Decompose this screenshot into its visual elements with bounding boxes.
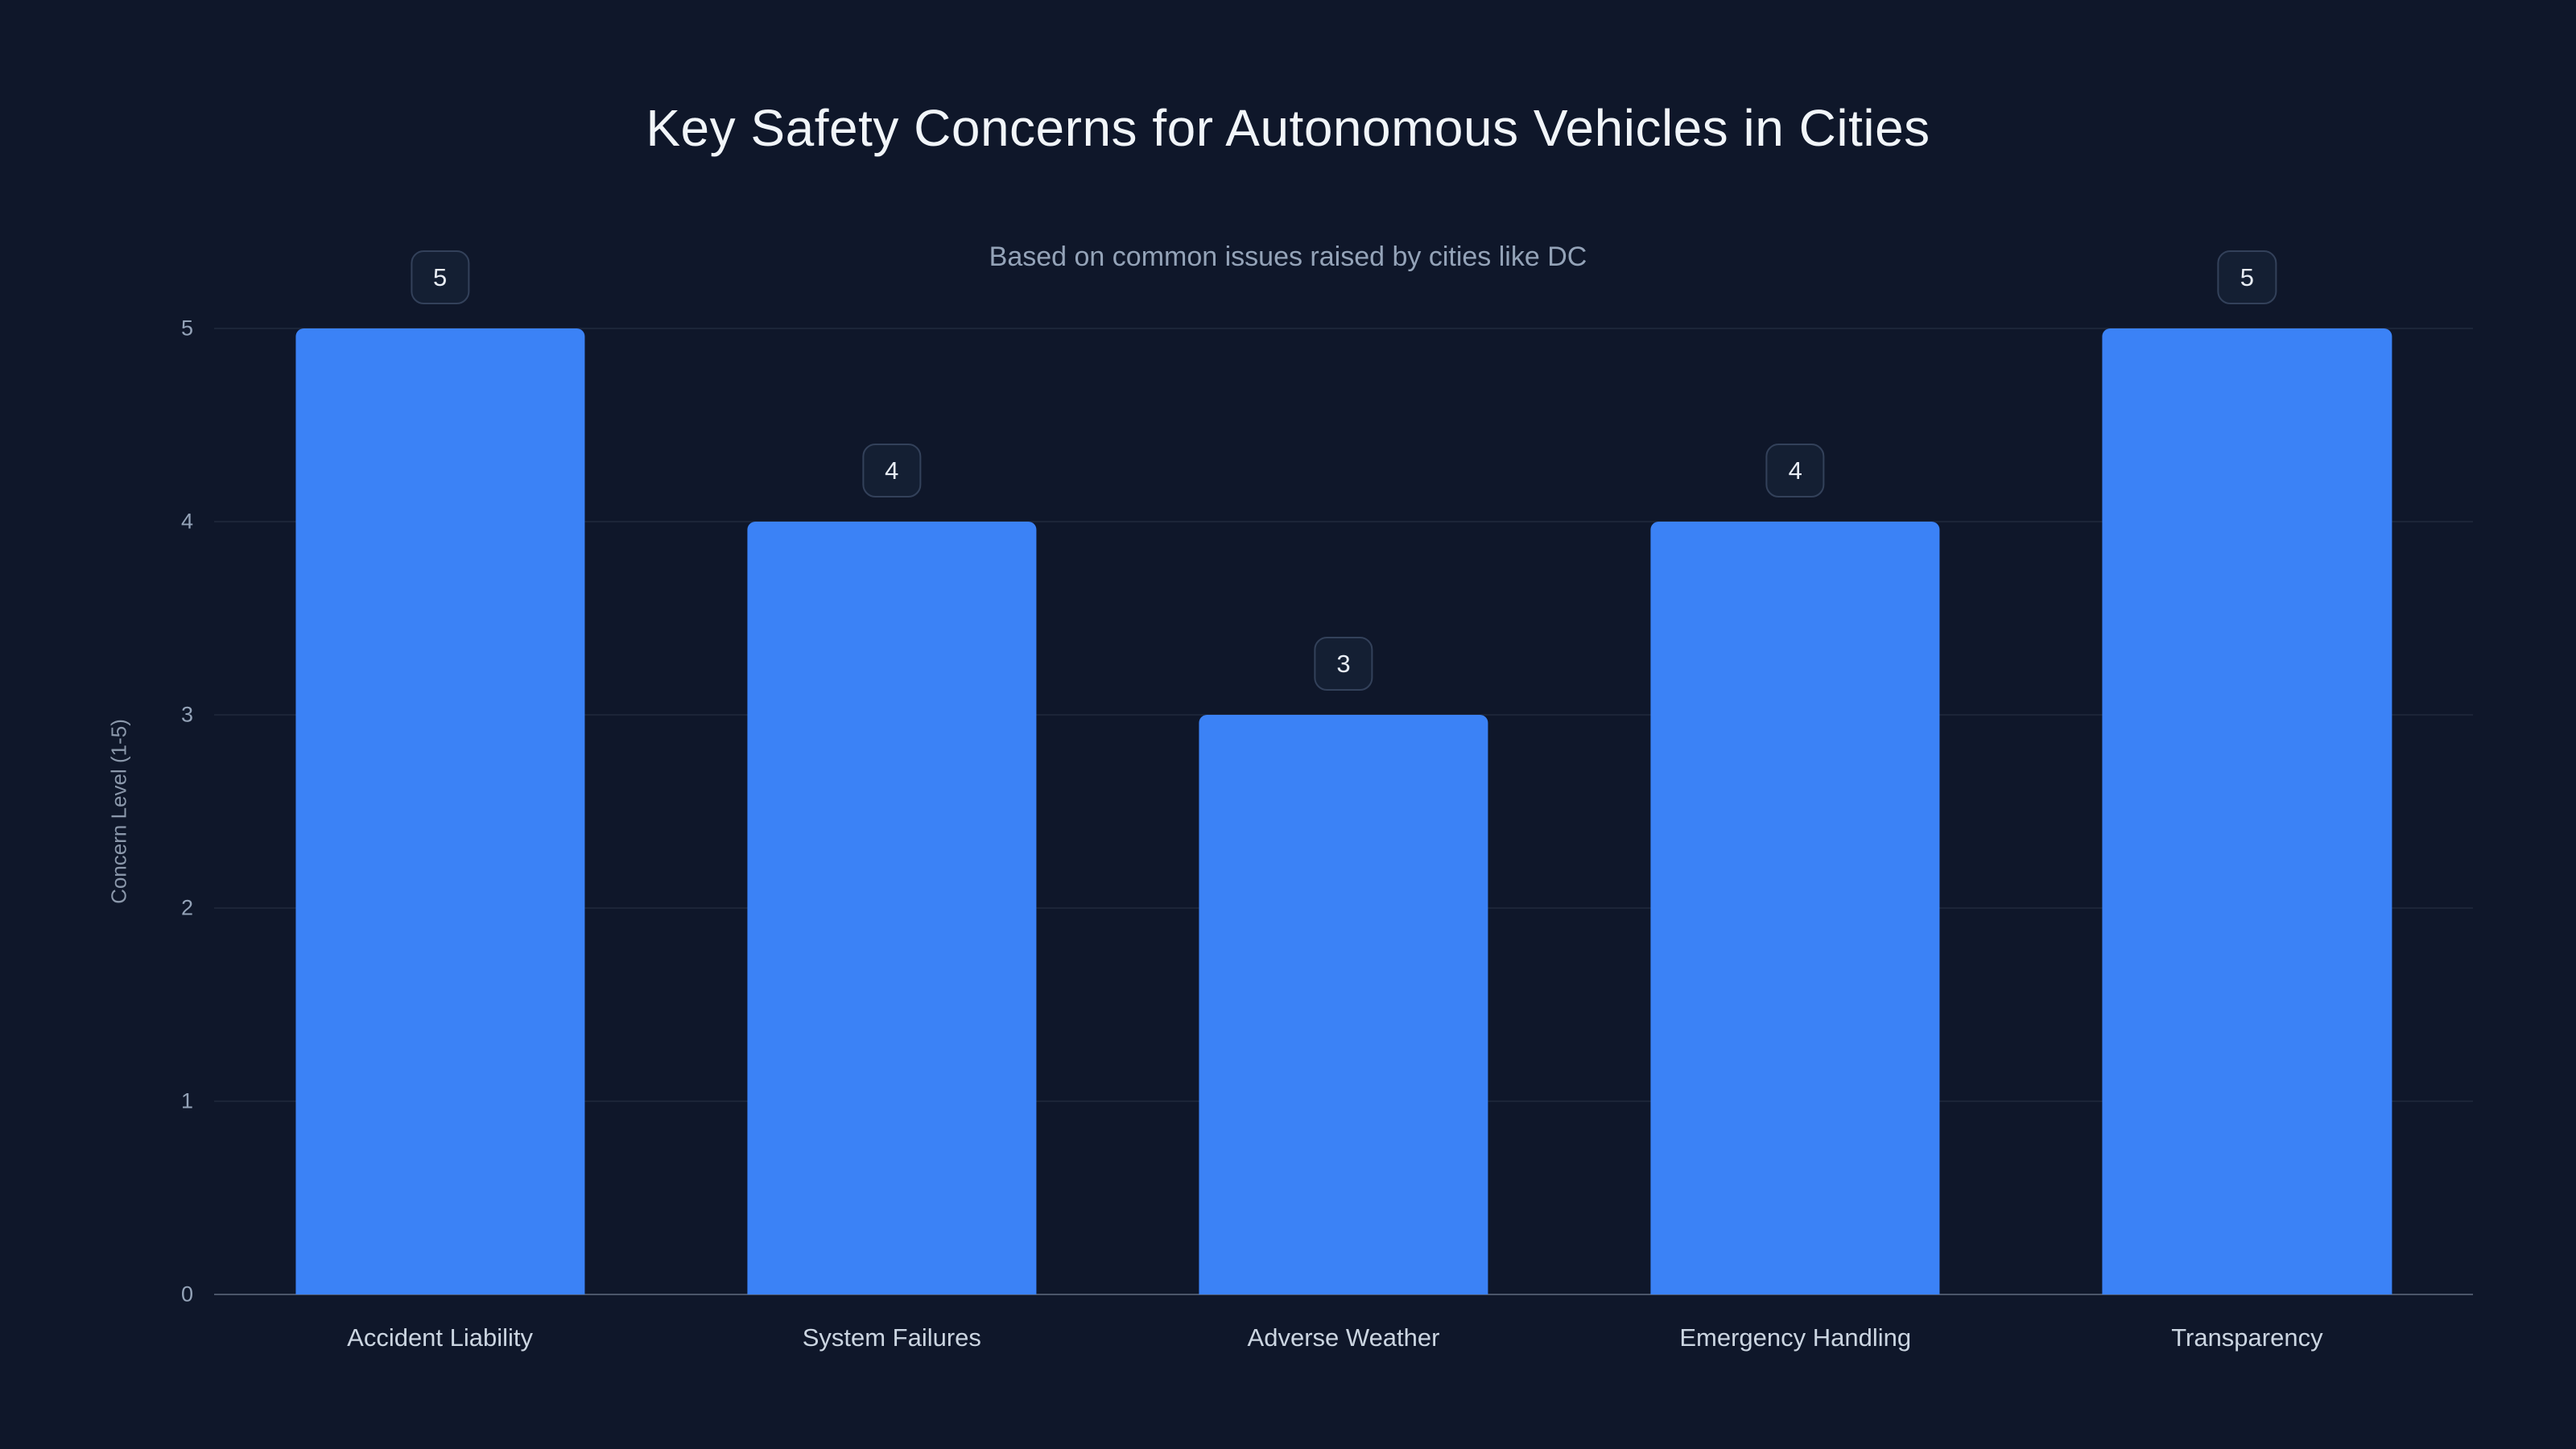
- bar[interactable]: [1650, 522, 1940, 1294]
- value-label-badge: 3: [1314, 637, 1373, 691]
- y-tick-label: 5: [180, 316, 193, 341]
- x-category-label: Transparency: [2171, 1323, 2323, 1352]
- gridline: [214, 328, 2473, 329]
- plot-area: 5 4 3 4 5: [214, 250, 2473, 1295]
- y-tick-label: 0: [180, 1282, 193, 1307]
- y-tick-label: 1: [180, 1088, 193, 1113]
- bar-slot: 4: [1570, 328, 2021, 1294]
- gridline: [214, 1294, 2473, 1295]
- bar[interactable]: [747, 522, 1037, 1294]
- chart-subtitle: Based on common issues raised by cities …: [989, 242, 1587, 272]
- bar[interactable]: [2102, 328, 2392, 1294]
- x-category-label: Emergency Handling: [1679, 1323, 1912, 1352]
- value-label-badge: 4: [1765, 444, 1825, 497]
- chart-title: Key Safety Concerns for Autonomous Vehic…: [646, 99, 1930, 157]
- bar-slot: 4: [666, 328, 1117, 1294]
- bar[interactable]: [1199, 715, 1488, 1294]
- x-category-label: System Failures: [802, 1323, 981, 1352]
- value-label-badge: 5: [410, 250, 470, 304]
- bar-slot: 5: [214, 250, 666, 1294]
- x-category-label: Accident Liability: [347, 1323, 534, 1352]
- gridline: [214, 521, 2473, 522]
- bar-slot: 5: [2021, 250, 2473, 1294]
- value-label-badge: 4: [862, 444, 922, 497]
- y-tick-label: 2: [180, 895, 193, 920]
- x-category-label: Adverse Weather: [1247, 1323, 1440, 1352]
- value-label-badge: 5: [2217, 250, 2277, 304]
- x-axis-category-labels: Accident Liability System Failures Adverse…: [214, 1323, 2473, 1352]
- bar[interactable]: [295, 328, 585, 1294]
- bar-slots: 5 4 3 4 5: [214, 250, 2473, 1294]
- y-tick-label: 4: [180, 509, 193, 534]
- bar-slot: 3: [1117, 328, 1569, 1294]
- y-axis-tick-labels: 0 1 2 3 4 5: [121, 316, 193, 1307]
- y-tick-label: 3: [180, 702, 193, 727]
